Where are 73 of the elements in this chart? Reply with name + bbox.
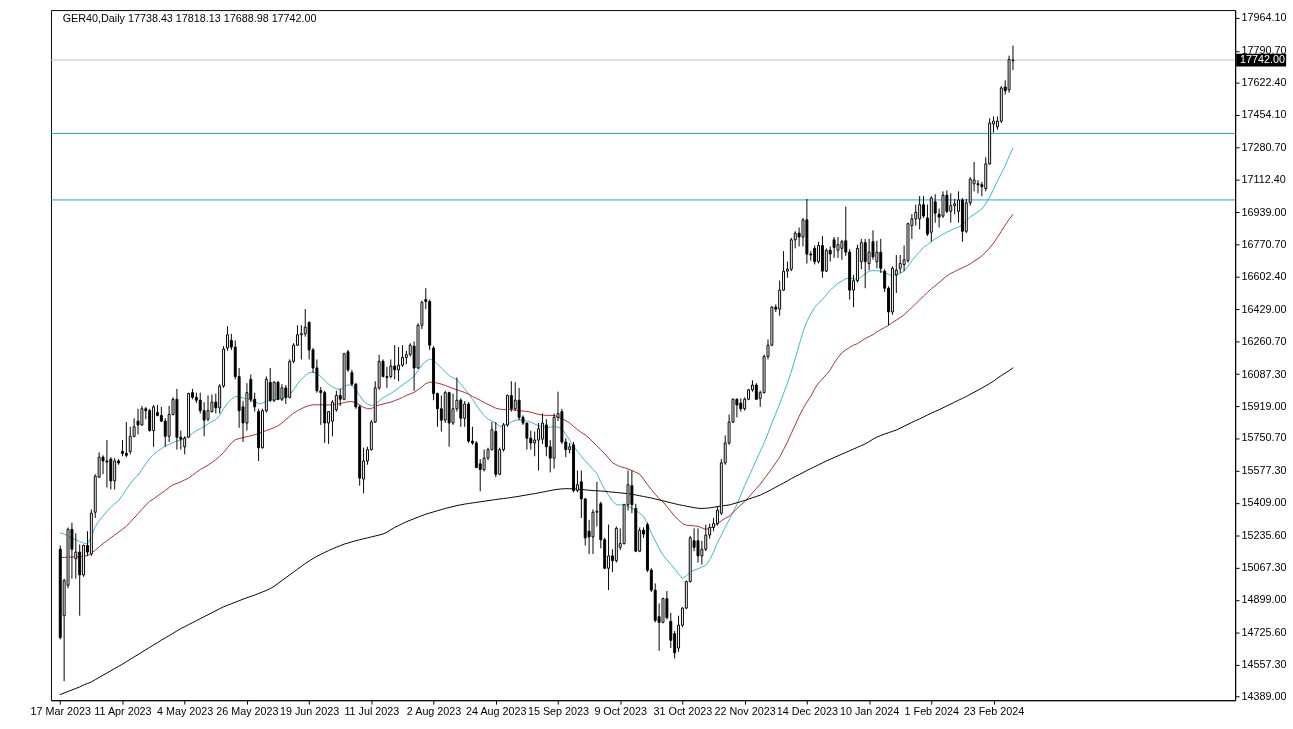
candlestick [918, 195, 922, 230]
y-tick-label: 17280.70 [1241, 141, 1287, 154]
y-tick-label: 16260.70 [1241, 334, 1287, 347]
line-series [59, 367, 1014, 695]
candlestick [330, 399, 334, 437]
candlestick [206, 394, 210, 422]
candlestick [544, 418, 548, 457]
candlestick [949, 192, 953, 224]
candlestick [136, 408, 140, 435]
y-tick-label: 16939.00 [1241, 205, 1287, 218]
x-tick-label: 17 Mar 2023 [30, 705, 91, 718]
x-tick-label: 22 Nov 2023 [714, 705, 776, 718]
y-tick-label: 15409.00 [1241, 496, 1287, 509]
candlestick [696, 527, 700, 564]
y-tick-label: 15919.00 [1241, 399, 1287, 412]
candlestick [863, 238, 867, 289]
line-series [59, 147, 1014, 579]
y-tick-label: 14557.30 [1241, 658, 1287, 671]
y-tick-label: 16770.70 [1241, 237, 1287, 250]
candlestick [540, 413, 544, 445]
y-tick-label: 16087.30 [1241, 367, 1287, 380]
candlestick [272, 380, 276, 403]
y-tick-label: 15067.30 [1241, 561, 1287, 574]
candlestick [105, 439, 109, 489]
line-series [59, 213, 1014, 558]
candlestick [148, 408, 152, 433]
candlestick [922, 195, 926, 219]
x-tick-label: 15 Sep 2023 [527, 705, 590, 718]
candlestick [393, 344, 397, 380]
x-tick-label: 1 Feb 2024 [904, 705, 960, 718]
y-tick-label: 15577.30 [1241, 464, 1287, 477]
candlestick [78, 544, 82, 617]
x-tick-label: 9 Oct 2023 [594, 705, 648, 718]
chart-title: GER40,Daily 17738.43 17818.13 17688.98 17742.00 [62, 11, 317, 24]
y-tick-label: 17454.10 [1241, 108, 1287, 121]
candlestick [397, 346, 401, 382]
x-tick-label: 24 Aug 2023 [466, 705, 527, 718]
candlestick [879, 238, 883, 274]
x-tick-label: 26 May 2023 [216, 705, 279, 718]
x-tick-label: 31 Oct 2023 [653, 705, 713, 718]
candlestick [533, 431, 537, 457]
y-tick-label: 15750.70 [1241, 431, 1287, 444]
y-tick-label: 17964.10 [1241, 11, 1287, 24]
candlestick [840, 239, 844, 261]
x-tick-label: 10 Jan 2024 [839, 705, 900, 718]
candlestick [813, 245, 817, 265]
candlestick [836, 236, 840, 259]
candlestick [607, 524, 611, 591]
x-tick-label: 11 Jul 2023 [344, 705, 400, 718]
x-tick-label: 4 May 2023 [157, 705, 214, 718]
x-tick-label: 11 Apr 2023 [94, 705, 152, 718]
y-tick-label: 17622.40 [1241, 76, 1287, 89]
y-tick-label: 16602.40 [1241, 269, 1287, 282]
candlestick [299, 324, 303, 360]
y-tick-label: 14389.00 [1241, 690, 1287, 703]
candlestick [832, 236, 836, 259]
y-tick-label: 16429.00 [1241, 302, 1287, 315]
x-tick-label: 14 Dec 2023 [776, 705, 838, 718]
x-tick-label: 23 Feb 2024 [963, 705, 1025, 718]
y-tick-label: 17790.70 [1241, 44, 1287, 57]
y-tick-label: 15235.60 [1241, 529, 1287, 542]
candlestick [439, 394, 443, 433]
x-tick-label: 2 Aug 2023 [406, 705, 462, 718]
y-tick-label: 17112.40 [1241, 172, 1286, 185]
candlestick [163, 417, 167, 448]
candlestick [183, 435, 187, 455]
candlestick [537, 422, 541, 471]
candlestick [400, 344, 404, 368]
y-tick-label: 14899.00 [1241, 593, 1287, 606]
candlestick [113, 457, 117, 490]
y-tick-label: 14725.60 [1241, 626, 1287, 639]
x-tick-label: 19 Jun 2023 [279, 705, 340, 718]
candlestick [128, 426, 132, 455]
